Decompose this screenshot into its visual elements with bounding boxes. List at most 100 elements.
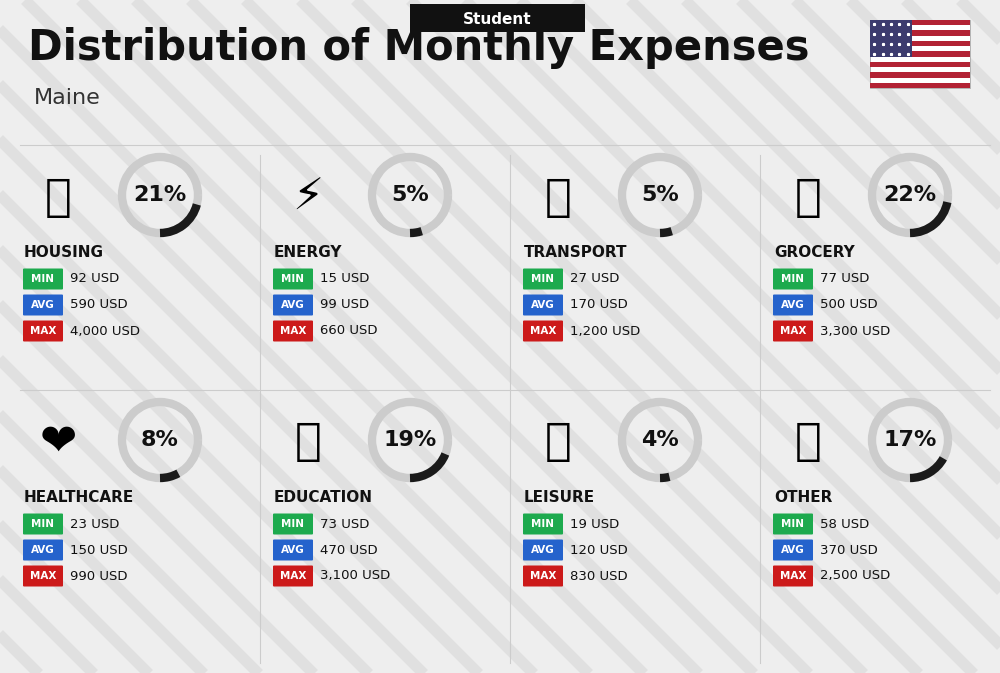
Text: Maine: Maine: [34, 88, 101, 108]
Text: AVG: AVG: [781, 300, 805, 310]
FancyBboxPatch shape: [870, 20, 912, 57]
FancyBboxPatch shape: [773, 295, 813, 316]
Text: AVG: AVG: [281, 300, 305, 310]
FancyBboxPatch shape: [23, 513, 63, 534]
Text: MAX: MAX: [530, 326, 556, 336]
Text: LEISURE: LEISURE: [524, 490, 595, 505]
Text: Student: Student: [463, 11, 532, 26]
Text: ENERGY: ENERGY: [274, 245, 342, 260]
FancyBboxPatch shape: [523, 269, 563, 289]
Text: Distribution of Monthly Expenses: Distribution of Monthly Expenses: [28, 27, 810, 69]
FancyBboxPatch shape: [273, 565, 313, 586]
Text: 500 USD: 500 USD: [820, 299, 878, 312]
Text: 🛒: 🛒: [795, 176, 821, 219]
Text: MIN: MIN: [782, 274, 804, 284]
Text: AVG: AVG: [31, 545, 55, 555]
Text: MAX: MAX: [780, 326, 806, 336]
Text: 660 USD: 660 USD: [320, 324, 378, 337]
FancyBboxPatch shape: [870, 72, 970, 77]
Text: MIN: MIN: [282, 274, 304, 284]
Text: 58 USD: 58 USD: [820, 518, 869, 530]
FancyBboxPatch shape: [523, 540, 563, 561]
Text: ⚡: ⚡: [292, 176, 324, 219]
FancyBboxPatch shape: [870, 62, 970, 67]
FancyBboxPatch shape: [773, 513, 813, 534]
FancyBboxPatch shape: [23, 540, 63, 561]
Text: 170 USD: 170 USD: [570, 299, 628, 312]
FancyBboxPatch shape: [523, 565, 563, 586]
Text: GROCERY: GROCERY: [774, 245, 855, 260]
Text: 77 USD: 77 USD: [820, 273, 869, 285]
Text: AVG: AVG: [781, 545, 805, 555]
Text: 990 USD: 990 USD: [70, 569, 128, 583]
FancyBboxPatch shape: [523, 320, 563, 341]
Text: MAX: MAX: [30, 571, 56, 581]
Text: MIN: MIN: [782, 519, 804, 529]
Text: 830 USD: 830 USD: [570, 569, 628, 583]
Text: 🛍: 🛍: [545, 421, 571, 464]
Text: 4%: 4%: [641, 430, 679, 450]
FancyBboxPatch shape: [273, 540, 313, 561]
Text: 1,200 USD: 1,200 USD: [570, 324, 640, 337]
Text: 23 USD: 23 USD: [70, 518, 119, 530]
FancyBboxPatch shape: [273, 513, 313, 534]
FancyBboxPatch shape: [773, 320, 813, 341]
Text: 370 USD: 370 USD: [820, 544, 878, 557]
FancyBboxPatch shape: [870, 20, 970, 25]
Text: AVG: AVG: [531, 300, 555, 310]
FancyBboxPatch shape: [870, 83, 970, 88]
Text: 3,100 USD: 3,100 USD: [320, 569, 390, 583]
Text: 🚌: 🚌: [545, 176, 571, 219]
Text: ❤: ❤: [39, 421, 77, 464]
Text: MAX: MAX: [30, 326, 56, 336]
Text: TRANSPORT: TRANSPORT: [524, 245, 628, 260]
Text: AVG: AVG: [281, 545, 305, 555]
Text: 120 USD: 120 USD: [570, 544, 628, 557]
FancyBboxPatch shape: [870, 51, 970, 57]
Text: HOUSING: HOUSING: [24, 245, 104, 260]
Text: MAX: MAX: [280, 326, 306, 336]
FancyBboxPatch shape: [23, 565, 63, 586]
FancyBboxPatch shape: [773, 269, 813, 289]
Text: MIN: MIN: [32, 274, 54, 284]
Text: 92 USD: 92 USD: [70, 273, 119, 285]
Text: 5%: 5%: [641, 185, 679, 205]
FancyBboxPatch shape: [23, 320, 63, 341]
FancyBboxPatch shape: [273, 269, 313, 289]
Text: 470 USD: 470 USD: [320, 544, 378, 557]
FancyBboxPatch shape: [273, 295, 313, 316]
Text: 17%: 17%: [883, 430, 937, 450]
Text: 19 USD: 19 USD: [570, 518, 619, 530]
Text: 🎓: 🎓: [295, 421, 321, 464]
Text: AVG: AVG: [31, 300, 55, 310]
FancyBboxPatch shape: [23, 269, 63, 289]
FancyBboxPatch shape: [523, 295, 563, 316]
Text: 💰: 💰: [795, 421, 821, 464]
Text: MAX: MAX: [530, 571, 556, 581]
Text: 2,500 USD: 2,500 USD: [820, 569, 890, 583]
FancyBboxPatch shape: [273, 320, 313, 341]
Text: MIN: MIN: [282, 519, 304, 529]
FancyBboxPatch shape: [773, 540, 813, 561]
Text: 27 USD: 27 USD: [570, 273, 619, 285]
Text: AVG: AVG: [531, 545, 555, 555]
Text: 8%: 8%: [141, 430, 179, 450]
Text: MIN: MIN: [32, 519, 54, 529]
Text: 5%: 5%: [391, 185, 429, 205]
Text: MIN: MIN: [532, 519, 554, 529]
Text: 73 USD: 73 USD: [320, 518, 369, 530]
Text: 15 USD: 15 USD: [320, 273, 369, 285]
Text: HEALTHCARE: HEALTHCARE: [24, 490, 134, 505]
Text: 4,000 USD: 4,000 USD: [70, 324, 140, 337]
Text: MAX: MAX: [780, 571, 806, 581]
Text: 22%: 22%: [883, 185, 937, 205]
Text: 590 USD: 590 USD: [70, 299, 128, 312]
Text: 19%: 19%: [383, 430, 437, 450]
FancyBboxPatch shape: [870, 20, 970, 88]
FancyBboxPatch shape: [870, 30, 970, 36]
Text: MAX: MAX: [280, 571, 306, 581]
FancyBboxPatch shape: [870, 41, 970, 46]
Text: 3,300 USD: 3,300 USD: [820, 324, 890, 337]
FancyBboxPatch shape: [23, 295, 63, 316]
FancyBboxPatch shape: [523, 513, 563, 534]
